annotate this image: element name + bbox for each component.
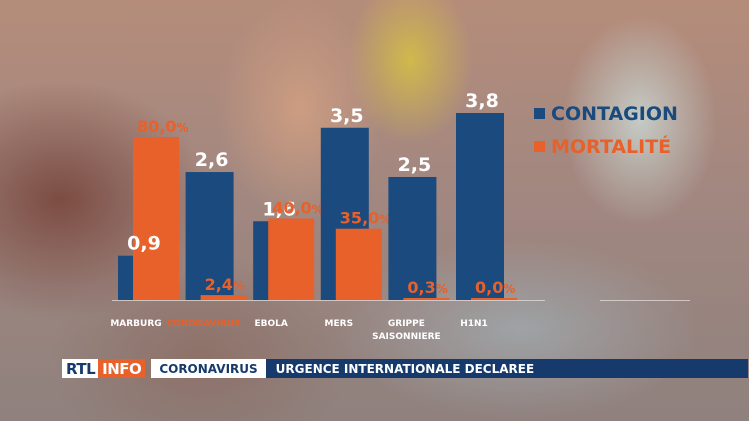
mortality-bar [133,137,179,300]
category-label: SAISONNIERE [372,332,441,342]
category-label: H1N1 [460,319,488,329]
mortality-value-label: 40,0% [272,199,324,218]
category-label: MERS [325,319,354,329]
mortality-bar [200,295,247,300]
category-label: MARBURG [110,319,161,329]
mortality-value-label: 2,4% [205,275,245,294]
contagion-value-label: 3,5 [330,105,364,127]
category-label: CORONAVIRUS [167,319,241,329]
mortality-value-label: 35,0% [340,209,392,228]
mortality-value-label: 0,3% [407,278,447,297]
contagion-value-label: 0,9 [127,233,161,255]
mortality-bar [335,228,382,300]
contagion-value-label: 1,6 [262,198,296,220]
mortality-bar [403,298,450,300]
contagion-bar [185,172,234,300]
news-ticker: RTL INFO CORONAVIRUS URGENCE INTERNATION… [62,359,748,378]
mortality-value-label: 80,0% [137,117,189,136]
contagion-value-label: 2,5 [398,154,432,176]
info-logo: INFO [98,359,146,378]
mortality-value-label: 0,0% [475,278,515,297]
contagion-value-label: 2,6 [195,149,229,171]
contagion-value-label: 3,8 [465,90,499,112]
legend-label: CONTAGION [551,103,678,125]
contagion-bar [388,176,437,300]
mortality-bar [471,298,517,300]
ticker-topic-tag: CORONAVIRUS [151,359,266,378]
mortality-bar [268,218,315,300]
rtl-logo: RTL [62,359,99,378]
legend-swatch [534,141,545,152]
legend-label: MORTALITÉ [551,135,671,158]
category-label: EBOLA [255,319,288,329]
ticker-headline: URGENCE INTERNATIONALE DECLAREE [265,359,748,378]
contagion-bar [456,113,504,300]
legend-swatch [534,108,545,119]
category-label: GRIPPE [388,319,425,329]
